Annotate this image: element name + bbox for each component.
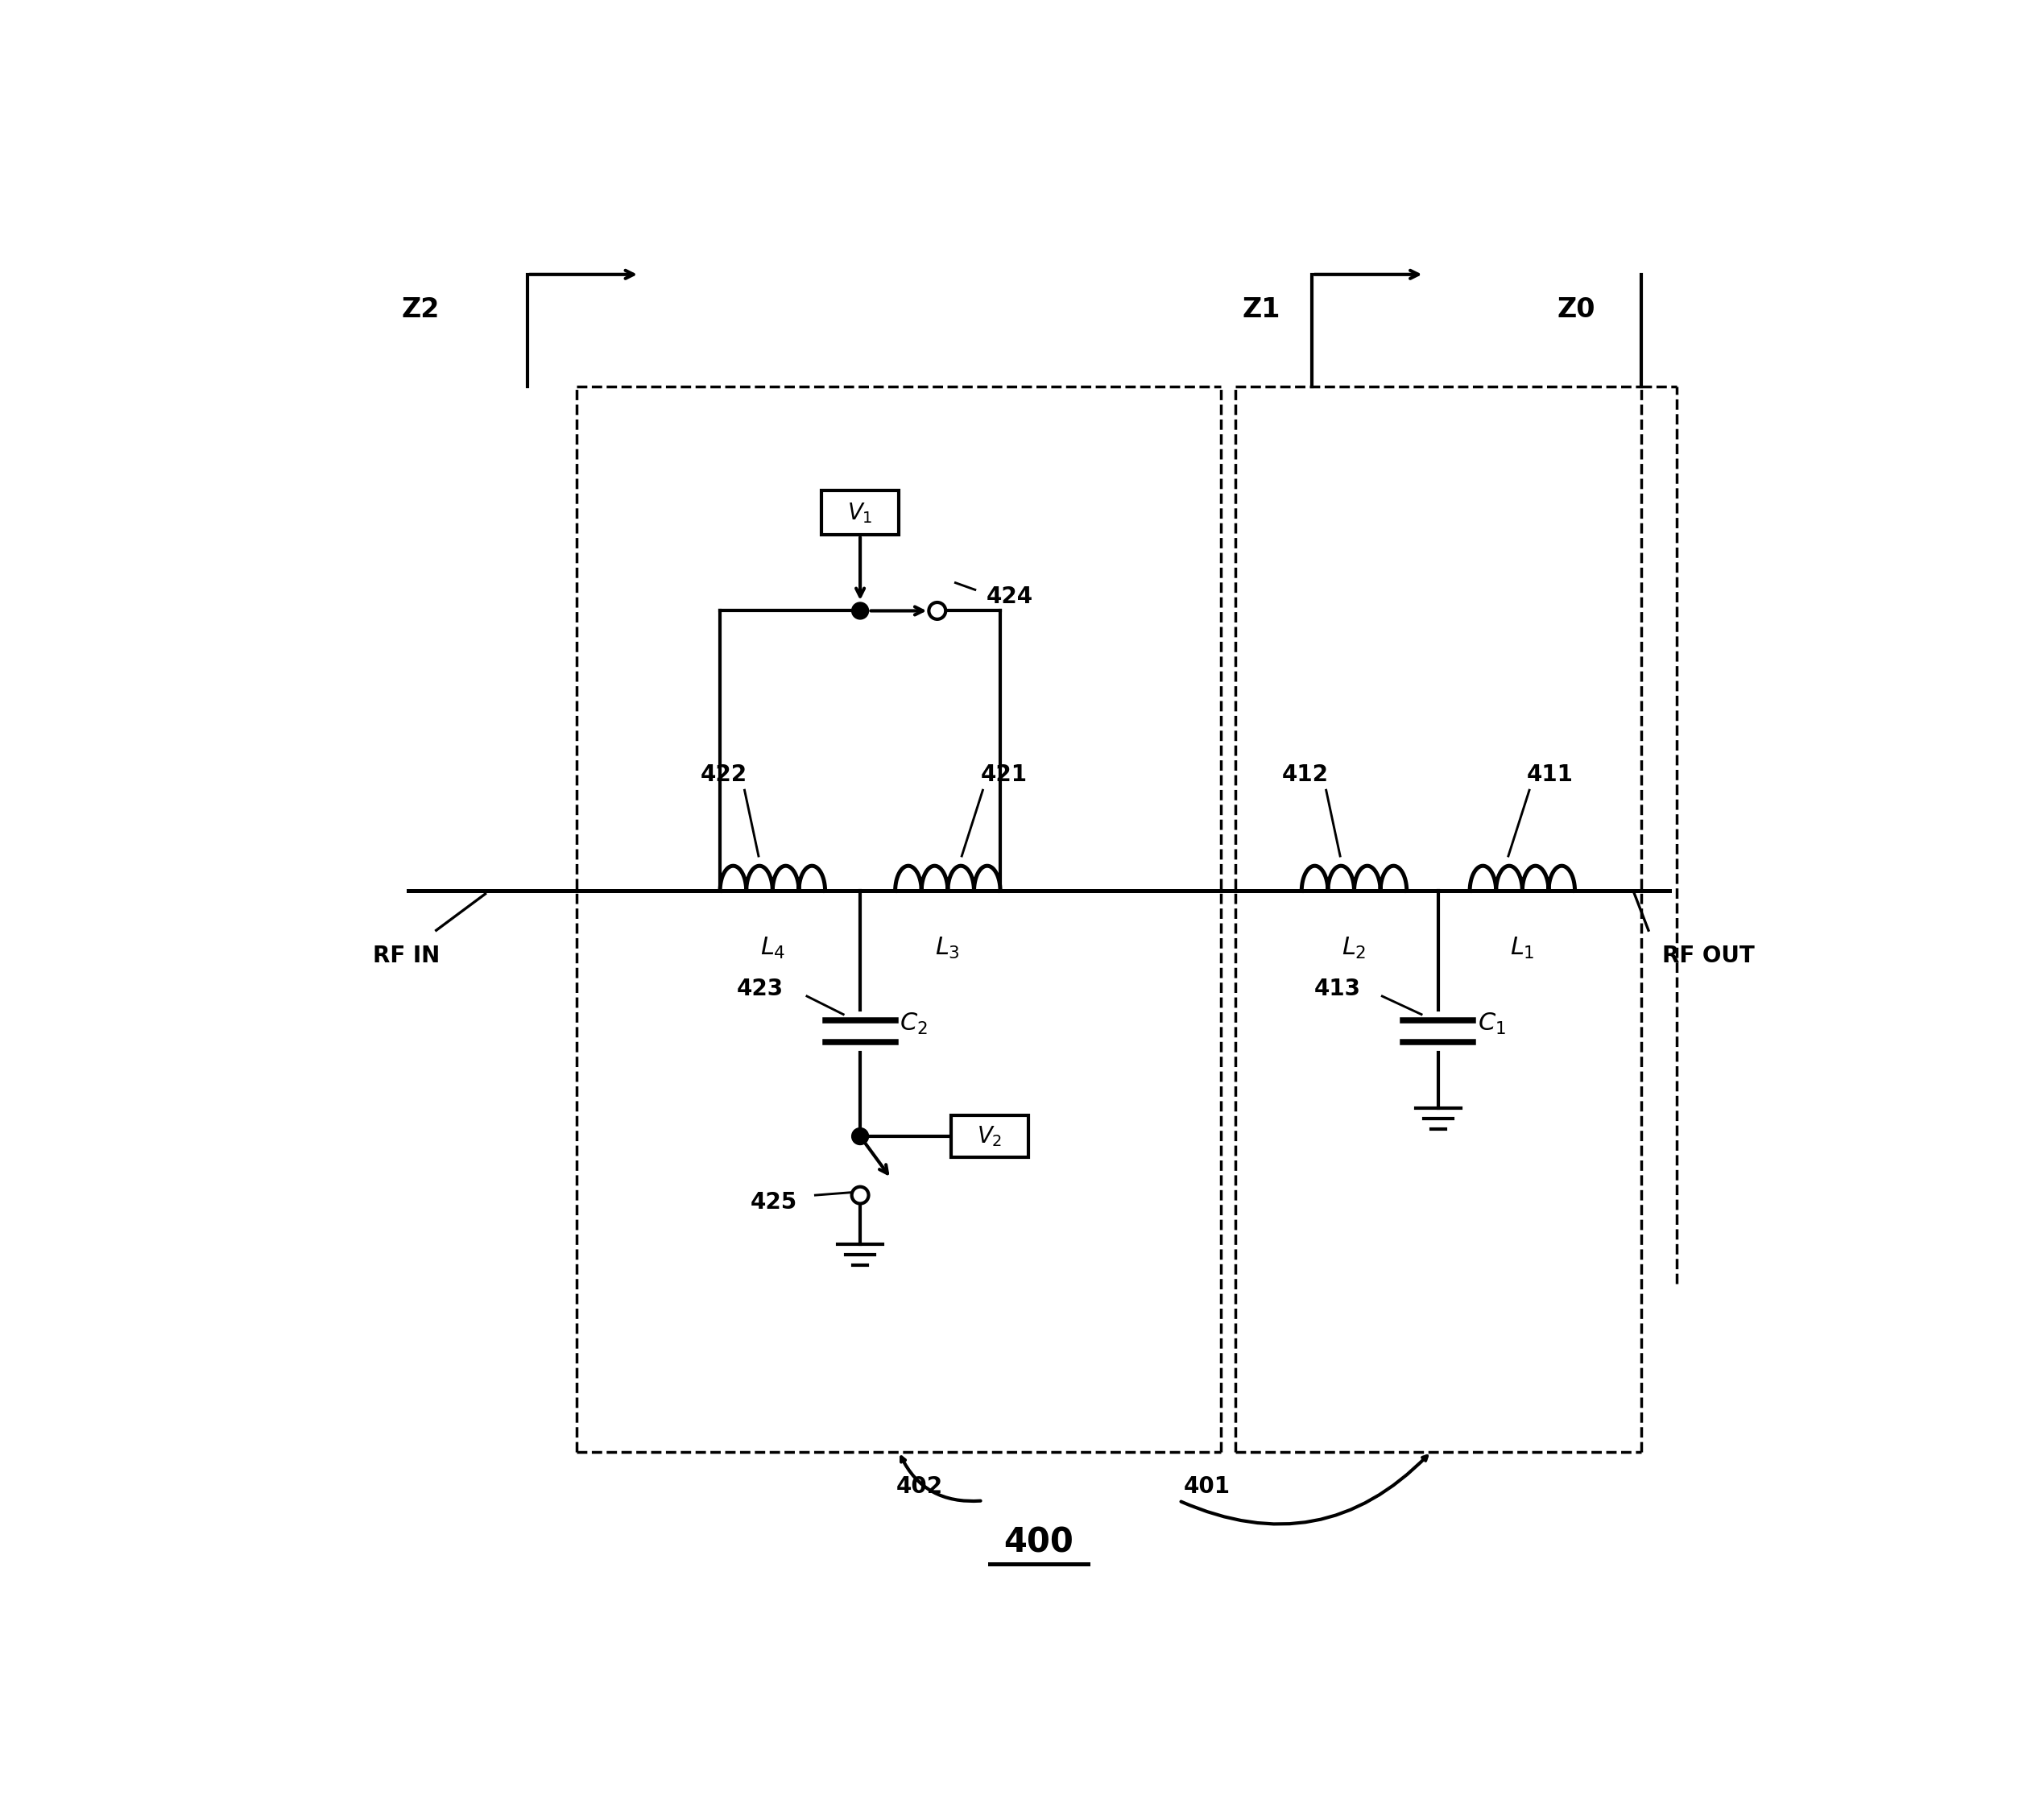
Text: 422: 422 — [699, 763, 746, 786]
Text: $C_1$: $C_1$ — [1478, 1012, 1506, 1037]
Text: 411: 411 — [1526, 763, 1573, 786]
Text: 424: 424 — [987, 586, 1034, 608]
Text: RF OUT: RF OUT — [1662, 945, 1755, 966]
Text: $C_2$: $C_2$ — [900, 1012, 928, 1037]
Bar — [951, 1116, 1028, 1158]
Text: 401: 401 — [1184, 1476, 1230, 1498]
Text: 423: 423 — [736, 977, 782, 1001]
Text: 400: 400 — [1003, 1525, 1074, 1560]
Text: 402: 402 — [896, 1476, 943, 1498]
Text: $V_1$: $V_1$ — [847, 500, 874, 524]
Text: $L_2$: $L_2$ — [1342, 935, 1366, 961]
Text: Z0: Z0 — [1557, 297, 1595, 322]
Text: $L_1$: $L_1$ — [1510, 935, 1534, 961]
Text: $L_4$: $L_4$ — [760, 935, 784, 961]
Circle shape — [928, 602, 947, 619]
Text: RF IN: RF IN — [373, 945, 440, 966]
Text: Z2: Z2 — [401, 297, 440, 322]
Text: 413: 413 — [1313, 977, 1362, 1001]
Circle shape — [851, 602, 868, 619]
Circle shape — [851, 1187, 868, 1203]
Text: Z1: Z1 — [1243, 297, 1281, 322]
Text: 412: 412 — [1281, 763, 1328, 786]
Text: $L_3$: $L_3$ — [934, 935, 961, 961]
Text: $V_2$: $V_2$ — [977, 1125, 1003, 1148]
Text: 425: 425 — [750, 1190, 797, 1214]
Circle shape — [851, 1128, 868, 1145]
Bar — [821, 490, 898, 535]
Text: 421: 421 — [981, 763, 1028, 786]
